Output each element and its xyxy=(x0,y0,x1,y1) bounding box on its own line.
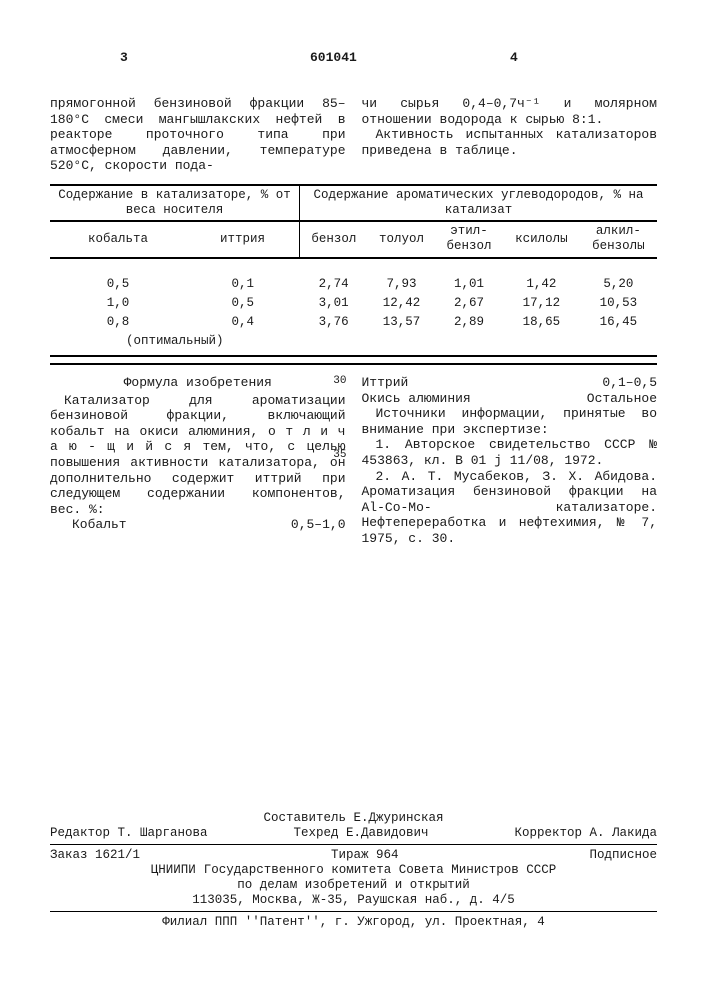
component-value: 0,1–0,5 xyxy=(602,375,657,391)
col-cobalt: кобальта xyxy=(50,221,186,258)
formula-right-col: Иттрий 0,1–0,5 Окись алюминия Остальное … xyxy=(362,375,658,547)
table-note: (оптимальный) xyxy=(50,332,300,356)
formula-claim: Катализатор для ароматизации бензиновой … xyxy=(50,393,346,518)
page-number-right: 4 xyxy=(510,50,518,66)
footer-address: 113035, Москва, Ж-35, Раушская наб., д. … xyxy=(50,893,657,908)
intro-left-col: прямогонной бензиновой фракции 85–180°С … xyxy=(50,96,346,174)
table-row: 1,0 0,5 3,01 12,42 2,67 17,12 10,53 xyxy=(50,294,657,313)
component-aluminium: Окись алюминия Остальное xyxy=(362,391,658,407)
cell: 0,5 xyxy=(186,294,300,313)
component-cobalt: Кобальт 0,5–1,0 xyxy=(50,517,346,533)
cell: 17,12 xyxy=(503,294,580,313)
footer-credits: Редактор Т. Шарганова Техред Е.Давидович… xyxy=(50,826,657,841)
component-label: Кобальт xyxy=(50,517,127,533)
col-benzol: бензол xyxy=(300,221,368,258)
footer-org: ЦНИИПИ Государственного комитета Совета … xyxy=(50,863,657,878)
cell: 5,20 xyxy=(580,258,657,294)
footer-org-line2: по делам изобретений и открытий xyxy=(50,878,657,893)
footer-techred: Техред Е.Давидович xyxy=(293,826,428,841)
cell: 1,42 xyxy=(503,258,580,294)
formula-left-col: Формула изобретения 30 Катализатор для а… xyxy=(50,375,346,547)
formula-title: Формула изобретения xyxy=(50,375,346,391)
component-yttrium: Иттрий 0,1–0,5 xyxy=(362,375,658,391)
col-toluol: толуол xyxy=(368,221,436,258)
table-header-group: Содержание в катализаторе, % от веса нос… xyxy=(50,185,657,221)
document-number: 601041 xyxy=(310,50,357,66)
cell: 2,67 xyxy=(435,294,503,313)
intro-columns: прямогонной бензиновой фракции 85–180°С … xyxy=(50,96,657,174)
cell: 18,65 xyxy=(503,313,580,332)
footer-corrector: Корректор А. Лакида xyxy=(514,826,657,841)
cell: 0,5 xyxy=(50,258,186,294)
source-2: 2. А. Т. Мусабеков, З. Х. Абидова. Арома… xyxy=(362,469,658,547)
cell: 1,01 xyxy=(435,258,503,294)
cell: 0,8 xyxy=(50,313,186,332)
footer-order: Заказ 1621/1 Тираж 964 Подписное xyxy=(50,848,657,863)
component-value: Остальное xyxy=(587,391,657,407)
cell: 0,1 xyxy=(186,258,300,294)
component-value: 0,5–1,0 xyxy=(269,517,346,533)
footer-editor: Редактор Т. Шарганова xyxy=(50,826,208,841)
page-body: 3 601041 4 прямогонной бензиновой фракци… xyxy=(50,50,657,547)
cell: 7,93 xyxy=(368,258,436,294)
table-group-right: Содержание ароматических углеводородов, … xyxy=(300,185,657,221)
footer-order-no: Заказ 1621/1 xyxy=(50,848,140,863)
cell: 13,57 xyxy=(368,313,436,332)
cell: 1,0 xyxy=(50,294,186,313)
col-xylols: ксилолы xyxy=(503,221,580,258)
line-number: 35 xyxy=(333,449,346,462)
footer-org-line1: Государственного комитета Совета Министр… xyxy=(204,863,557,878)
intro-right-text-1: чи сырья 0,4–0,7ч⁻¹ и молярном отношении… xyxy=(362,96,658,127)
footer-subscr: Подписное xyxy=(589,848,657,863)
footer-branch: Филиал ППП ''Патент'', г. Ужгород, ул. П… xyxy=(50,915,657,930)
footer-compiler: Составитель Е.Джуринская xyxy=(50,811,657,826)
source-1: 1. Авторское свидетельство СССР № 453863… xyxy=(362,437,658,468)
table-row: 0,8 0,4 3,76 13,57 2,89 18,65 16,45 xyxy=(50,313,657,332)
page-number-left: 3 xyxy=(120,50,128,66)
cell: 3,01 xyxy=(300,294,368,313)
imprint-footer: Составитель Е.Джуринская Редактор Т. Шар… xyxy=(50,811,657,930)
table-group-left: Содержание в катализаторе, % от веса нос… xyxy=(50,185,300,221)
cell: 16,45 xyxy=(580,313,657,332)
line-number: 30 xyxy=(333,375,346,388)
col-alkylbenzols: алкил- бензолы xyxy=(580,221,657,258)
intro-left-text: прямогонной бензиновой фракции 85–180°С … xyxy=(50,96,346,174)
table-row: 0,5 0,1 2,74 7,93 1,01 1,42 5,20 xyxy=(50,258,657,294)
page-header: 3 601041 4 xyxy=(50,50,657,68)
table-note-row: (оптимальный) xyxy=(50,332,657,356)
col-yttrium: иттрия xyxy=(186,221,300,258)
footer-tirage: Тираж 964 xyxy=(331,848,399,863)
footer-rule xyxy=(50,844,657,845)
col-ethylbenzol: этил- бензол xyxy=(435,221,503,258)
sources-title: Источники информации, принятые во вниман… xyxy=(362,406,658,437)
table-end-rule xyxy=(50,363,657,365)
cell: 2,74 xyxy=(300,258,368,294)
intro-right-text-2: Активность испытанных катализаторов прив… xyxy=(362,127,658,158)
cell: 2,89 xyxy=(435,313,503,332)
footer-cniipi: ЦНИИПИ xyxy=(151,863,196,878)
table-header-cols: кобальта иттрия бензол толуол этил- бенз… xyxy=(50,221,657,258)
cell: 10,53 xyxy=(580,294,657,313)
cell: 0,4 xyxy=(186,313,300,332)
footer-rule xyxy=(50,911,657,912)
intro-right-col: чи сырья 0,4–0,7ч⁻¹ и молярном отношении… xyxy=(362,96,658,174)
cell: 3,76 xyxy=(300,313,368,332)
cell: 12,42 xyxy=(368,294,436,313)
results-table: Содержание в катализаторе, % от веса нос… xyxy=(50,184,657,357)
formula-block: Формула изобретения 30 Катализатор для а… xyxy=(50,375,657,547)
component-label: Иттрий xyxy=(362,375,409,391)
component-label: Окись алюминия xyxy=(362,391,471,407)
